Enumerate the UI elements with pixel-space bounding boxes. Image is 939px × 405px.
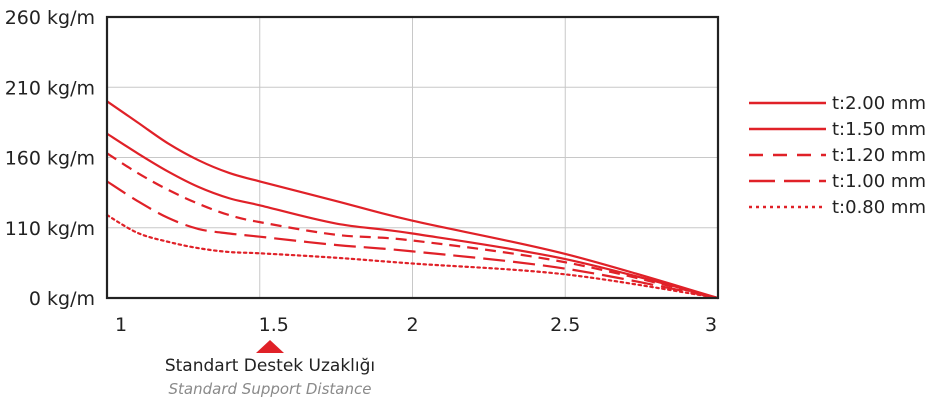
x-tick-label: 2 bbox=[406, 314, 418, 336]
x-tick-label: 1.5 bbox=[259, 314, 289, 336]
legend: t:2.00 mm t:1.50 mm t:1.20 mm t:1.00 mm t:0.… bbox=[749, 93, 926, 218]
x-tick-label: 2.5 bbox=[550, 314, 580, 336]
grid-lines bbox=[107, 17, 718, 298]
legend-label: t:2.00 mm bbox=[832, 93, 926, 114]
y-tick-label: 160 kg/m bbox=[5, 148, 95, 170]
marker-title: Standart Destek Uzaklığı bbox=[165, 356, 375, 376]
y-tick-label: 260 kg/m bbox=[5, 7, 95, 29]
y-tick-label: 0 kg/m bbox=[29, 288, 95, 310]
legend-label: t:0.80 mm bbox=[832, 197, 926, 218]
y-tick-label: 110 kg/m bbox=[5, 218, 95, 240]
legend-label: t:1.50 mm bbox=[832, 119, 926, 140]
y-axis-tick-labels: 0 kg/m 110 kg/m 160 kg/m 210 kg/m 260 kg/m bbox=[5, 7, 95, 310]
x-axis-tick-labels: 1 1.5 2 2.5 3 bbox=[115, 314, 717, 336]
x-tick-label: 3 bbox=[705, 314, 717, 336]
support-distance-triangle-icon bbox=[256, 340, 284, 353]
support-distance-marker: Standart Destek Uzaklığı Standard Suppor… bbox=[165, 340, 375, 398]
x-tick-label: 1 bbox=[115, 314, 127, 336]
legend-label: t:1.00 mm bbox=[832, 171, 926, 192]
y-tick-label: 210 kg/m bbox=[5, 77, 95, 99]
marker-subtitle: Standard Support Distance bbox=[169, 380, 372, 398]
legend-label: t:1.20 mm bbox=[832, 145, 926, 166]
